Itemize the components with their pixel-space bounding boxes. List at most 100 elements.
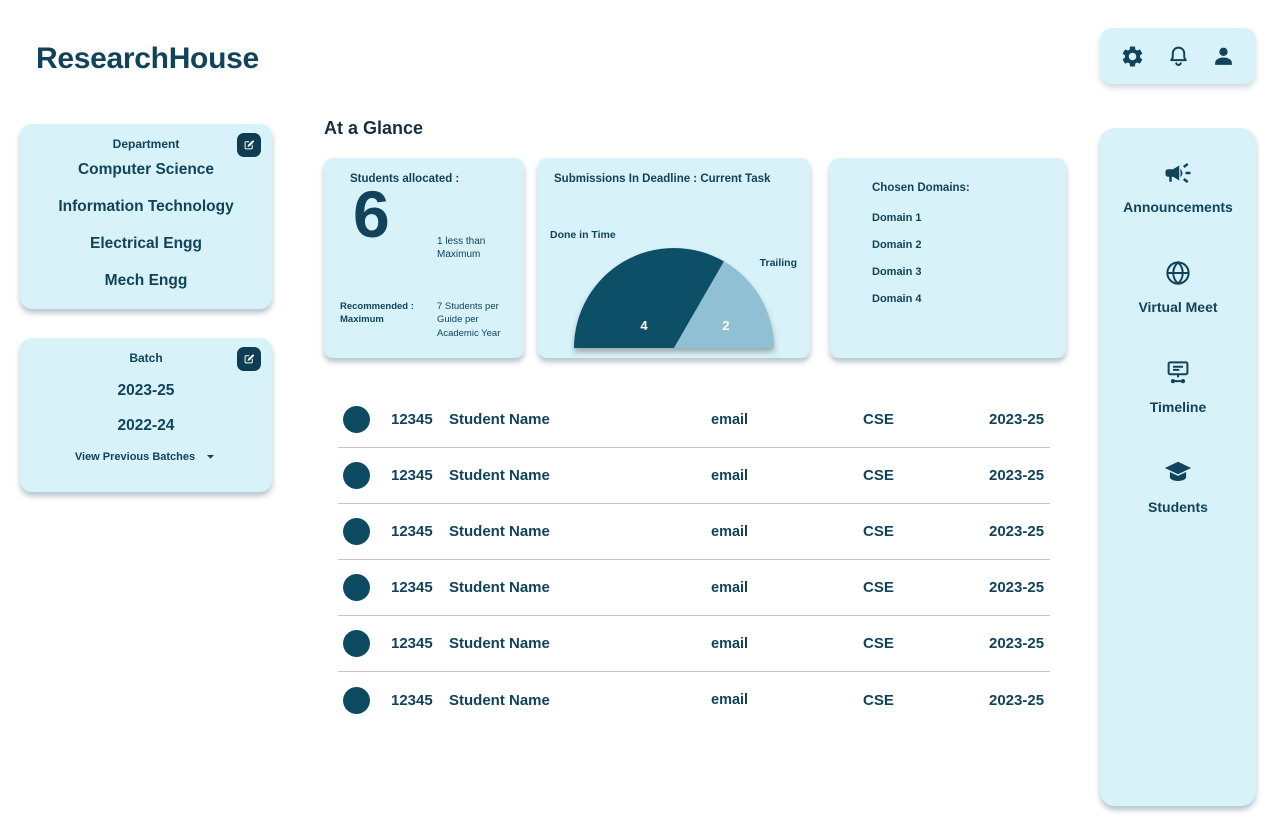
domains-title: Chosen Domains: <box>872 182 970 194</box>
student-dept: CSE <box>863 411 894 428</box>
allocated-title: Students allocated : <box>350 173 460 185</box>
student-name: Student Name <box>449 467 550 484</box>
student-dept: CSE <box>863 523 894 540</box>
department-card: Department Computer Science Information … <box>20 124 272 309</box>
table-row[interactable]: 12345 Student Name email CSE 2023-25 <box>338 560 1050 616</box>
student-id: 12345 <box>391 411 433 428</box>
student-batch: 2023-25 <box>989 691 1045 709</box>
table-row[interactable]: 12345 Student Name email CSE 2023-25 <box>338 448 1050 504</box>
gauge-value-label: 4 <box>640 318 648 333</box>
department-item[interactable]: Electrical Engg <box>90 234 202 252</box>
domain-item: Domain 4 <box>872 293 922 305</box>
avatar <box>343 574 370 601</box>
edit-icon <box>244 140 255 150</box>
domain-item: Domain 3 <box>872 266 922 278</box>
edit-department-button[interactable] <box>237 133 261 157</box>
student-name: Student Name <box>449 635 550 652</box>
done-in-time-label: Done in Time <box>550 229 616 241</box>
student-email: email <box>711 411 749 428</box>
student-batch: 2023-25 <box>989 635 1045 652</box>
section-title: At a Glance <box>324 118 424 138</box>
gear-icon <box>1122 45 1143 66</box>
settings-button[interactable] <box>1120 44 1145 69</box>
student-email: email <box>711 635 749 652</box>
batch-item[interactable]: 2023-25 <box>117 381 175 399</box>
person-icon <box>1214 47 1232 65</box>
sidebar-item-announcements[interactable]: Announcements <box>1100 136 1256 236</box>
table-row[interactable]: 12345 Student Name email CSE 2023-25 <box>338 616 1050 672</box>
edit-batch-button[interactable] <box>237 347 261 371</box>
student-id: 12345 <box>391 579 433 596</box>
sidebar-item-students[interactable]: Students <box>1100 436 1256 536</box>
submissions-title: Submissions In Deadline : Current Task <box>554 173 771 185</box>
recommended-label: Recommended : Maximum <box>340 301 414 326</box>
timeline-icon <box>1167 360 1189 383</box>
table-row[interactable]: 12345 Student Name email CSE 2023-25 <box>338 672 1050 728</box>
sidebar-item-label: Announcements <box>1123 198 1233 215</box>
sidebar-item-label: Timeline <box>1149 398 1207 415</box>
allocated-count: 6 <box>353 177 390 251</box>
avatar <box>343 630 370 657</box>
sidebar-item-timeline[interactable]: Timeline <box>1100 336 1256 436</box>
chevron-down-icon <box>207 454 215 459</box>
avatar <box>343 518 370 545</box>
right-nav: Announcements Virtual Meet Timeline Stud… <box>1100 128 1256 806</box>
student-batch: 2023-25 <box>989 579 1045 596</box>
department-item[interactable]: Computer Science <box>77 160 215 178</box>
header-actions <box>1100 28 1256 84</box>
avatar <box>343 462 370 489</box>
avatar <box>343 406 370 433</box>
student-email: email <box>711 579 749 596</box>
sidebar-item-label: Virtual Meet <box>1138 298 1218 315</box>
sidebar-item-virtual-meet[interactable]: Virtual Meet <box>1100 236 1256 336</box>
domain-item: Domain 2 <box>872 239 922 251</box>
student-dept: CSE <box>863 579 894 596</box>
student-name: Student Name <box>449 411 550 428</box>
table-row[interactable]: 12345 Student Name email CSE 2023-25 <box>338 504 1050 560</box>
batch-card-title: Batch <box>129 351 163 365</box>
student-id: 12345 <box>391 523 433 540</box>
gauge-value-label: 2 <box>722 318 729 333</box>
view-previous-batches-button[interactable]: View Previous Batches <box>20 450 272 463</box>
trailing-label: Trailing <box>759 257 797 269</box>
department-card-title: Department <box>112 137 180 151</box>
student-dept: CSE <box>863 467 894 484</box>
student-batch: 2023-25 <box>989 523 1045 540</box>
department-item[interactable]: Mech Engg <box>104 271 188 289</box>
bell-icon <box>1169 46 1187 66</box>
view-previous-batches-label: View Previous Batches <box>74 450 196 463</box>
table-row[interactable]: 12345 Student Name email CSE 2023-25 <box>338 392 1050 448</box>
sidebar-item-label: Students <box>1148 498 1208 515</box>
app-title: ResearchHouse <box>36 42 259 75</box>
students-table: 12345 Student Name email CSE 2023-25 123… <box>338 392 1050 728</box>
student-batch: 2023-25 <box>989 411 1045 428</box>
recommended-note: 7 Students per Guide per Academic Year <box>437 301 501 339</box>
student-email: email <box>711 692 749 708</box>
student-dept: CSE <box>863 635 894 652</box>
avatar <box>343 686 370 714</box>
batch-item[interactable]: 2022-24 <box>117 416 175 434</box>
student-email: email <box>711 523 749 540</box>
student-id: 12345 <box>391 635 433 652</box>
domain-item: Domain 1 <box>872 212 922 224</box>
students-allocated-card: Students allocated : 6 1 less than Maxim… <box>324 158 524 358</box>
submissions-card: Submissions In Deadline : Current Task D… <box>538 158 810 358</box>
student-name: Student Name <box>449 523 550 540</box>
student-email: email <box>711 467 749 484</box>
globe-icon <box>1166 260 1190 285</box>
graduation-cap-icon <box>1164 461 1192 481</box>
student-name: Student Name <box>449 579 550 596</box>
student-id: 12345 <box>391 467 433 484</box>
student-dept: CSE <box>863 691 894 709</box>
edit-icon <box>244 354 255 364</box>
department-item[interactable]: Information Technology <box>58 197 234 215</box>
domains-card: Chosen Domains: Domain 1 Domain 2 Domain… <box>830 158 1066 358</box>
student-id: 12345 <box>391 691 433 709</box>
profile-button[interactable] <box>1211 44 1236 69</box>
batch-card: Batch 2023-25 2022-24 View Previous Batc… <box>20 338 272 492</box>
gauge-segment <box>574 248 724 348</box>
student-name: Student Name <box>449 691 550 709</box>
notifications-button[interactable] <box>1166 44 1191 69</box>
megaphone-icon <box>1165 162 1191 183</box>
